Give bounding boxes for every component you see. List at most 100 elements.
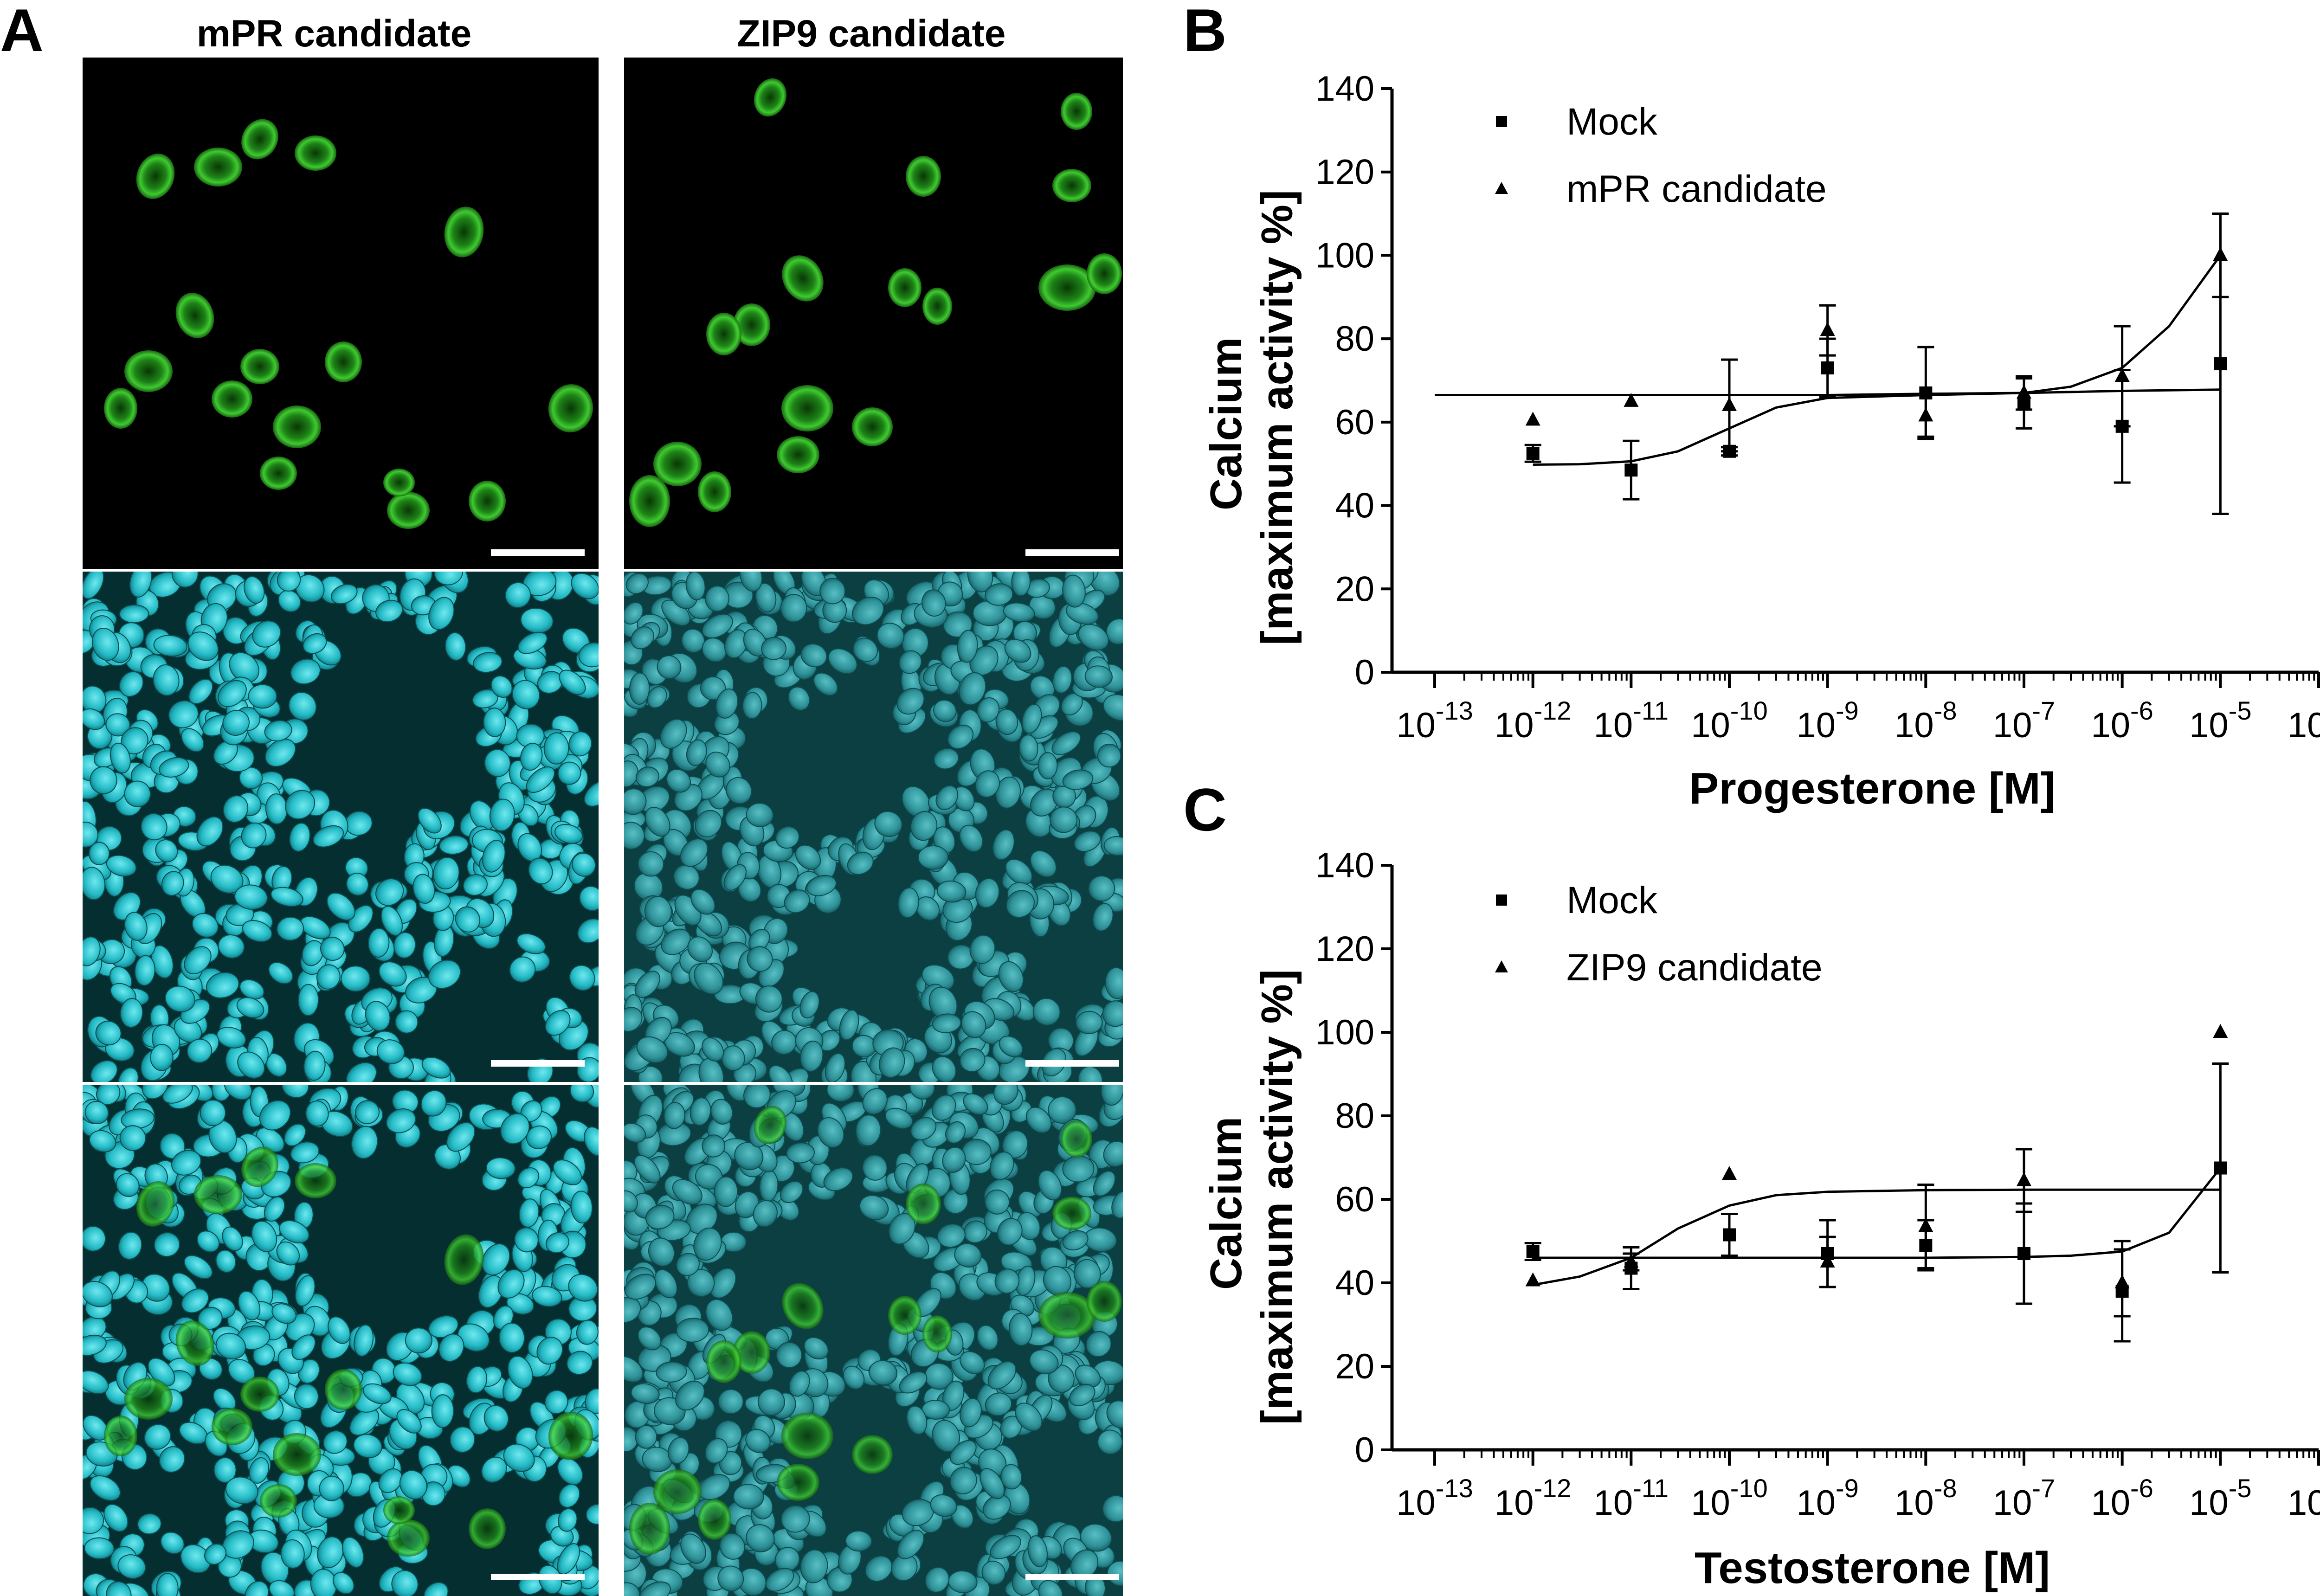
gfp-cell — [469, 1508, 506, 1549]
nucleus — [354, 1324, 374, 1357]
nucleus — [271, 887, 303, 907]
nucleus — [1030, 850, 1057, 878]
nucleus — [680, 838, 708, 867]
nucleus — [346, 1062, 377, 1082]
y-axis-label-line1: Calcium — [1201, 337, 1251, 510]
nucleus — [813, 672, 838, 696]
nucleus — [396, 1409, 422, 1434]
nucleus — [661, 928, 691, 955]
nucleus — [742, 692, 762, 719]
nucleus — [572, 853, 596, 877]
x-axis-label: Progesterone [M] — [1689, 764, 2055, 813]
nucleus — [558, 1484, 580, 1508]
nucleus — [120, 998, 143, 1028]
nucleus — [987, 1361, 1017, 1390]
nucleus — [825, 1053, 846, 1082]
data-point-mpr-candidate — [1624, 393, 1639, 407]
nucleus — [520, 742, 543, 771]
scale-bar — [1025, 1060, 1119, 1067]
nucleus — [171, 572, 199, 588]
x-tick-label: 10-8 — [1895, 696, 1957, 745]
chart-panel-c: C Calcium [maximum activity %] Testoster… — [1183, 776, 2320, 1593]
nucleus — [248, 684, 277, 709]
panel-a-micrographs: A mPR candidate ZIP9 candidate — [0, 0, 1123, 1596]
nucleus — [721, 1045, 745, 1071]
nucleus — [484, 749, 511, 777]
gfp-cell — [295, 1163, 336, 1198]
nucleus — [584, 1126, 599, 1156]
nucleus — [771, 1030, 797, 1055]
nucleus — [761, 637, 787, 660]
nucleus — [84, 1100, 109, 1125]
nucleus — [743, 629, 767, 656]
nucleus — [393, 1362, 422, 1386]
nucleus — [733, 1484, 764, 1510]
nucleus — [999, 1036, 1023, 1057]
nucleus — [327, 1316, 351, 1344]
nucleus — [375, 599, 403, 623]
nucleus — [1103, 694, 1123, 721]
nucleus — [1103, 836, 1123, 856]
nucleus — [933, 748, 959, 770]
nucleus — [222, 709, 250, 736]
nucleus — [83, 572, 104, 599]
nucleus — [528, 857, 553, 885]
nucleus — [980, 1468, 1005, 1499]
nucleus — [276, 916, 304, 941]
gfp-cell — [1061, 93, 1092, 130]
nucleus — [124, 780, 151, 807]
nucleus — [780, 1505, 810, 1533]
nucleus — [509, 956, 536, 983]
nucleus — [852, 637, 878, 662]
gfp-cell — [653, 442, 702, 486]
nucleus — [624, 1296, 641, 1323]
column-title-zip9: ZIP9 candidate — [737, 13, 1006, 55]
nucleus — [1032, 998, 1061, 1026]
nucleus — [119, 1125, 146, 1151]
nucleus — [714, 1176, 738, 1207]
nucleus — [961, 1011, 986, 1038]
nucleus — [90, 1475, 121, 1501]
gfp-cell — [124, 350, 173, 392]
data-point-mock — [1526, 1245, 1540, 1258]
gfp-cell — [241, 1146, 278, 1187]
y-tick-label: 140 — [1315, 846, 1374, 885]
nucleus — [1106, 1400, 1123, 1429]
y-tick-label: 140 — [1315, 69, 1374, 109]
y-tick-label: 120 — [1315, 929, 1374, 969]
nucleus — [1111, 1191, 1123, 1219]
nucleus — [786, 1142, 815, 1164]
fit-curve-zip9-candidate — [1533, 1188, 2221, 1286]
nucleus — [639, 1581, 671, 1596]
nucleus — [625, 573, 649, 594]
nucleus — [291, 1334, 316, 1360]
nucleus — [694, 963, 724, 995]
nucleus — [949, 1440, 977, 1465]
data-point-mock — [2017, 1247, 2030, 1260]
nucleus — [88, 842, 110, 865]
nucleus — [375, 878, 404, 906]
nucleus — [1000, 1464, 1022, 1490]
nucleus — [210, 864, 244, 894]
nucleus — [543, 732, 569, 765]
nucleus — [244, 576, 265, 604]
data-point-mpr-candidate — [2213, 247, 2228, 261]
nucleus — [823, 1167, 853, 1191]
nucleus — [998, 961, 1024, 992]
nucleus — [234, 884, 268, 910]
nucleus — [237, 1051, 265, 1079]
nucleus — [569, 965, 595, 991]
nucleus — [181, 1288, 209, 1313]
nucleus — [294, 1384, 319, 1409]
chart-panel-b: B Calcium [maximum activity %] Progester… — [1183, 0, 2320, 813]
nucleus — [455, 906, 481, 933]
nucleus — [885, 1107, 913, 1129]
nucleus — [557, 761, 581, 785]
nucleus — [290, 1141, 320, 1164]
nucleus — [960, 1398, 982, 1428]
gfp-cell — [1052, 169, 1091, 202]
nucleus — [1051, 731, 1081, 755]
y-tick-label: 100 — [1315, 236, 1374, 275]
nucleus — [1004, 639, 1031, 663]
nucleus — [514, 1227, 539, 1253]
